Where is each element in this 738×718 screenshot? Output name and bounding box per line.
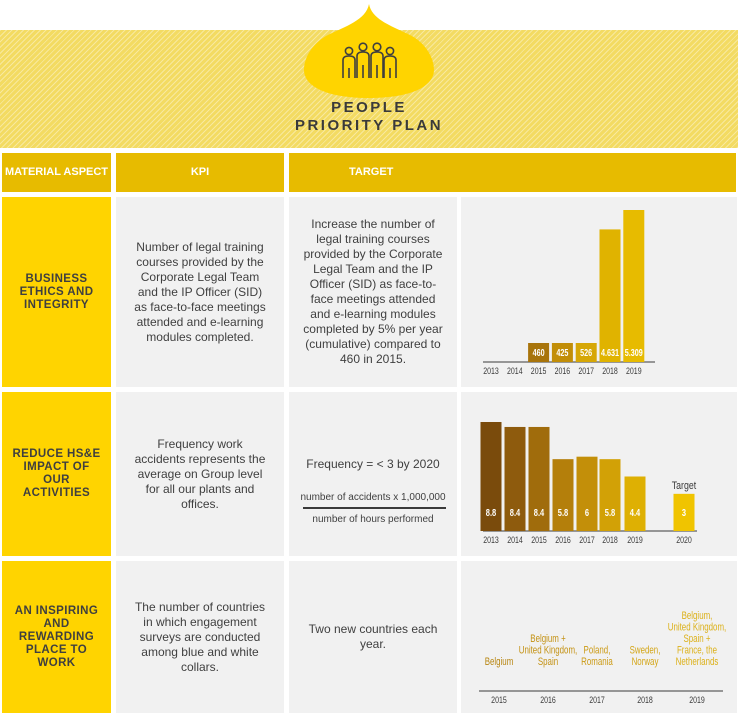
chart3-country-label: France, the [677,644,717,657]
chart3-tick-label: 2016 [540,695,556,705]
chart2-data-label: 5.8 [558,507,568,518]
chart2-data-label: 8.8 [486,507,496,518]
chart2-bar [480,422,502,531]
row1-aspect: BUSINESS ETHICS AND INTEGRITY [2,197,111,387]
chart2-tick-label: 2014 [507,535,523,545]
chart2-target-annotation: Target [672,480,697,492]
chart3-country-label: Spain + [683,633,710,646]
chart3-country-label: Spain [538,656,558,669]
page-title-line2: PRIORITY PLAN [294,117,444,134]
chart2-bar [599,459,621,531]
chart3-country-label: Romania [581,656,613,669]
row2-target: Frequency = < 3 by 2020 [306,456,440,471]
legal-training-bar-chart: 2013 2014 2015 460 2016 425 2017 526 2018 4.631 20… [483,210,655,376]
chart3-tick-label: 2015 [491,695,507,705]
chart2-tick-label: 2015 [531,535,547,545]
chart3-country-label: Poland, [584,644,611,657]
chart2-data-label: 5.8 [605,507,615,518]
chart2-data-label: 4.4 [630,507,640,518]
chart2-bar [576,456,598,531]
chart2-bar [673,493,695,531]
row2-chart: 8.8 2013 8.4 2014 8.4 2015 5.8 2016 6 2017 5.8 2018… [461,392,737,556]
chart2-tick-label: 2018 [602,535,618,545]
chart2-data-label: 6 [585,507,589,518]
chart2-tick-label: 2016 [555,535,571,545]
column-header-target: TARGET [289,153,736,192]
chart2-tick-label: 2019 [627,535,643,545]
chart1-data-label: 526 [580,347,592,358]
page-title-line1: PEOPLE [331,99,407,116]
chart1-bar [599,229,621,362]
header-drop-shape [304,4,434,98]
chart1-bar [575,343,597,362]
chart3-country-label: Belgium, [682,610,713,623]
chart1-data-label: 5.309 [625,347,643,358]
chart1-bar [623,210,645,362]
row1-kpi: Number of legal training courses provide… [116,197,284,387]
chart3-country-label: Netherlands [676,656,719,669]
chart2-data-label: 8.4 [534,507,544,518]
chart1-tick-label: 2018 [602,366,618,376]
chart3-tick-label: 2018 [637,695,653,705]
chart1-tick-label: 2015 [531,366,547,376]
row3-target: Two new countries each year. [289,561,457,713]
chart1-tick-label: 2016 [555,366,571,376]
chart3-country-label: United Kingdom, [668,621,727,634]
chart2-data-label: 8.4 [510,507,520,518]
chart3-country-label: Sweden, [630,644,661,657]
people-group-icon [342,42,397,78]
chart1-bar [551,343,573,362]
column-header-material-aspect: MATERIAL ASPECT [2,153,111,192]
chart2-bar [552,459,574,531]
row2-fraction-numerator: number of accidents x 1,000,000 [300,491,446,503]
chart1-tick-label: 2019 [626,366,642,376]
chart2-tick-label: 2017 [579,535,595,545]
chart2-bar [504,426,526,531]
accident-frequency-bar-chart: 8.8 2013 8.4 2014 8.4 2015 5.8 2016 6 2017 5.8 2018… [480,422,697,545]
chart3-country-label: Belgium + [530,633,566,646]
chart2-tick-label: 2020 [676,535,692,545]
chart1-tick-label: 2013 [483,366,499,376]
row3-chart: Belgium 2015 Belgium + United Kingdom, Spain… [461,561,737,713]
chart1-tick-label: 2017 [578,366,594,376]
chart3-country-label: Norway [632,656,659,669]
chart1-data-label: 4.631 [601,347,619,358]
row1-chart: 2013 2014 2015 460 2016 425 2017 526 2018 4.631 20… [461,197,737,387]
column-header-kpi: KPI [116,153,284,192]
row2-fraction-denominator: number of hours performed [312,513,434,525]
chart2-data-label: 3 [682,507,686,518]
chart2-tick-label: 2013 [483,535,499,545]
chart3-country-label: Belgium [485,656,514,669]
row3-kpi: The number of countries in which engagem… [116,561,284,713]
row1-target: Increase the number of legal training co… [289,197,457,387]
row3-aspect: AN INSPIRING AND REWARDING PLACE TO WORK [2,561,111,713]
chart1-bar [528,343,550,362]
row2-kpi: Frequency work accidents represents the … [116,392,284,556]
row2-aspect: REDUCE HS&E IMPACT OF OUR ACTIVITIES [2,392,111,556]
chart1-data-label: 425 [556,347,568,358]
chart2-bar [528,426,550,531]
chart1-data-label: 460 [533,347,545,358]
fraction-divider [303,507,446,509]
chart3-tick-label: 2017 [589,695,605,705]
chart3-tick-label: 2019 [689,695,705,705]
row2-target-cell [289,392,457,556]
chart2-bar [624,476,646,531]
chart1-tick-label: 2014 [507,366,523,376]
chart3-country-label: United Kingdom, [519,644,578,657]
